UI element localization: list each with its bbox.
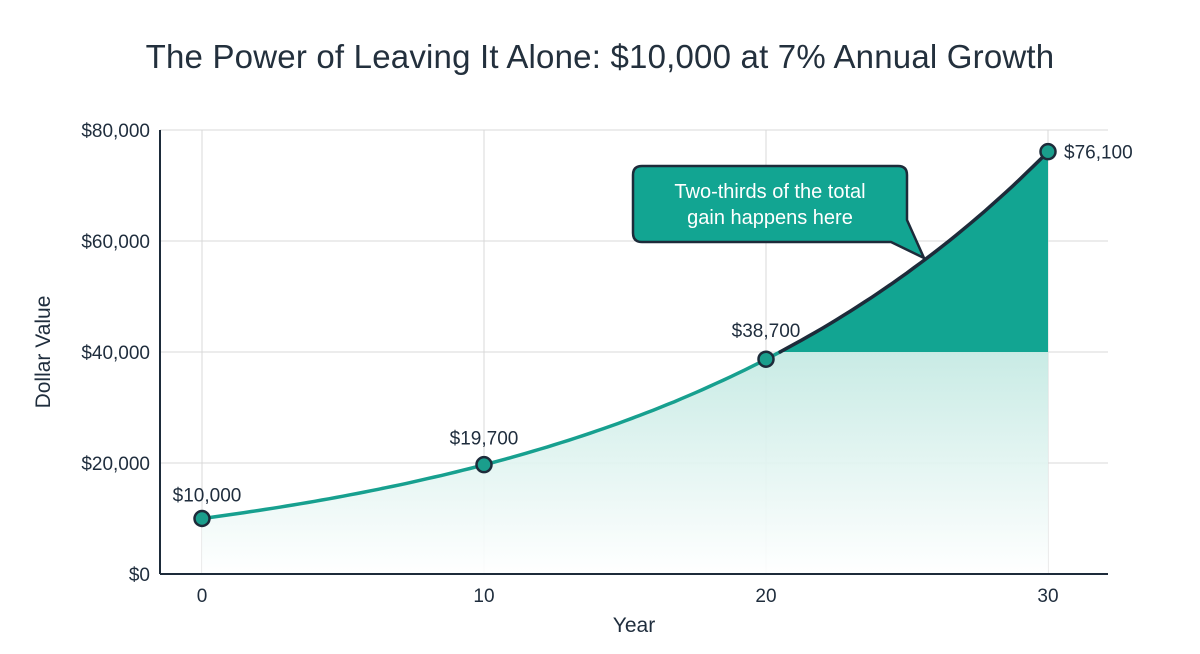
data-point-marker	[475, 455, 493, 474]
chart-title: The Power of Leaving It Alone: $10,000 a…	[145, 38, 1055, 75]
data-label: $10,000	[173, 486, 242, 507]
y-axis-title: Dollar Value	[32, 296, 55, 409]
y-tick-label: $60,000	[81, 232, 150, 253]
y-tick-label: $40,000	[81, 343, 150, 364]
data-point-marker	[1039, 142, 1057, 161]
y-tick-label: $80,000	[81, 121, 150, 142]
x-tick-label: 20	[755, 586, 776, 607]
x-axis-title: Year	[613, 614, 655, 637]
y-tick-label: $20,000	[81, 454, 150, 475]
data-label: $19,700	[450, 429, 519, 450]
y-tick-label: $0	[129, 565, 150, 586]
annotation-text: Two-thirds of the total	[674, 181, 865, 203]
series-line-highlight	[778, 149, 1050, 354]
data-label: $38,700	[732, 321, 801, 342]
annotation-callout	[631, 164, 926, 260]
data-point-marker	[193, 509, 211, 528]
data-label: $76,100	[1064, 143, 1133, 164]
data-point-marker	[757, 350, 775, 368]
x-tick-label: 10	[473, 586, 494, 607]
area-under-curve	[202, 151, 1048, 574]
highlighted-gain-region	[779, 151, 1048, 352]
annotation-text: gain happens here	[687, 207, 853, 229]
x-tick-label: 0	[197, 586, 208, 607]
x-tick-label: 30	[1037, 586, 1058, 607]
